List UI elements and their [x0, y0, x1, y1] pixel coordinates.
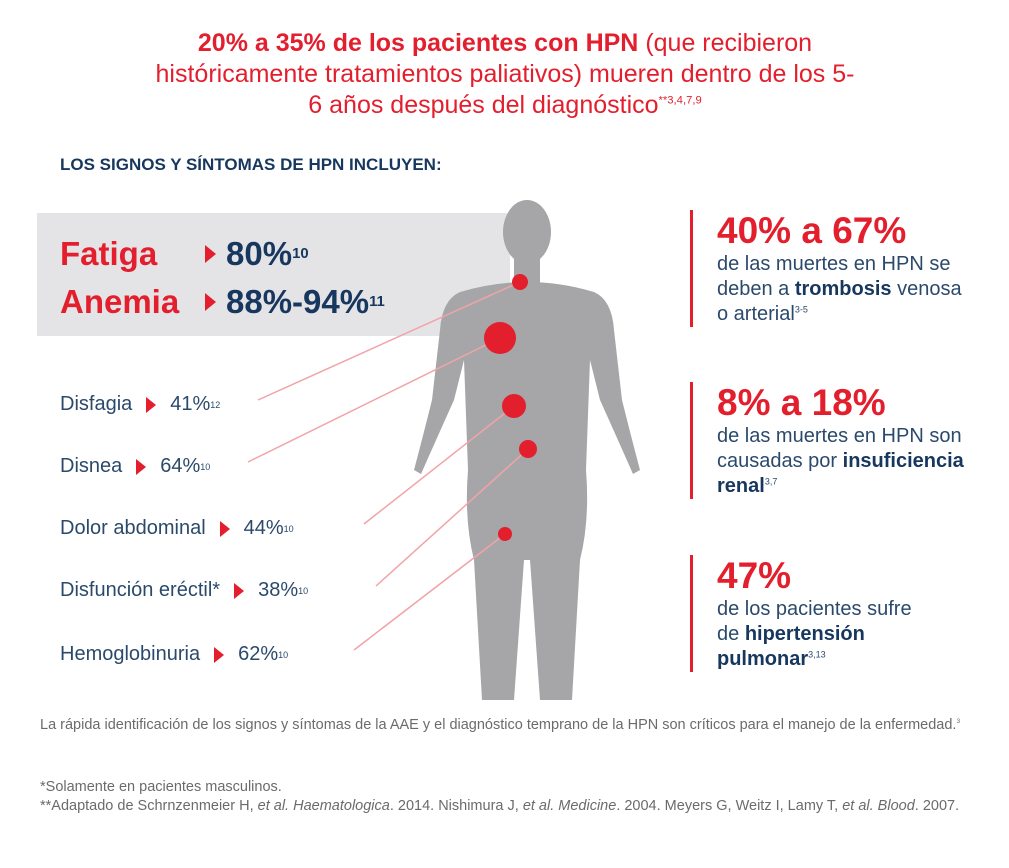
highlight-name: Anemia [60, 283, 180, 320]
footnote-text: et al. Medicine [522, 798, 617, 814]
stat-sup: 3,13 [808, 649, 826, 660]
footnote-text: et al. Blood [842, 798, 915, 814]
footnote-text: . 2004. Meyers G, Weitz I, Lamy T, [616, 798, 843, 814]
symptom: Disfagia 41% 12 [60, 393, 221, 415]
stat: 47% de los pacientes sufre de hipertensió… [690, 555, 1009, 672]
symptom: Disfunción eréctil* 38% 10 [60, 579, 309, 601]
footnote-text: et al. Haematologica [257, 798, 390, 814]
symptom-value: 38% [258, 579, 299, 601]
header-text: (que recibieron históricamente tratamien… [155, 29, 855, 119]
stat-text: de las muertes en HPN son causadas por [717, 425, 962, 472]
stat-text: de los pacientes sufre de [717, 598, 912, 645]
symptom-value: 62% [238, 643, 279, 665]
symptom-name: Hemoglobinuria [60, 643, 201, 665]
highlight-value: 80% [226, 235, 293, 272]
stat-sup: 3,7 [764, 476, 778, 487]
stat: 8% a 18% de las muertes en HPN son causad… [690, 382, 1009, 499]
footnotes: *Solamente en pacientes masculinos. **Ada… [40, 778, 980, 816]
highlight-value: 88%-94% [226, 283, 370, 320]
footnote-text: **Adaptado de Schrnzenmeier H, [40, 798, 258, 814]
symptom-value: 64% [160, 455, 201, 477]
note: La rápida identificación de los signos y… [40, 716, 980, 735]
symptom-name: Disfunción eréctil* [60, 579, 221, 601]
highlight: Fatiga 80% 10 [60, 235, 309, 272]
symptom-dots [484, 274, 537, 541]
stat-bold: hipertensión pulmonar [717, 623, 865, 670]
section-title: LOS SIGNOS Y SÍNTOMAS DE HPN INCLUYEN: [60, 155, 442, 174]
header-bold: 20% a 35% de los pacientes con HPN [197, 29, 639, 57]
highlight: Anemia 88%-94% 11 [60, 283, 385, 320]
stat-headline: 8% a 18% [717, 382, 886, 423]
silhouette [414, 200, 640, 700]
stat-headline: 40% a 67% [717, 210, 907, 251]
symptom-value: 44% [243, 517, 284, 539]
stat-text: venosa o arterial [717, 278, 962, 325]
header-sup: **3,4,7,9 [658, 94, 702, 107]
symptom: Dolor abdominal 44% 10 [60, 517, 294, 539]
footnote: **Adaptado de Schrnzenmeier H, et al. Ha… [40, 797, 980, 816]
stat-text: de las muertes en HPN se deben a [717, 253, 951, 300]
symptom-name: Disfagia [60, 393, 133, 415]
symptom-name: Disnea [60, 455, 123, 477]
note-sup: 3 [956, 718, 961, 726]
stat-bold: trombosis [794, 278, 892, 300]
stat-bold: insuficiencia renal [717, 450, 964, 497]
stat-sup: 3-5 [794, 304, 808, 315]
footnote: *Solamente en pacientes masculinos. [40, 778, 980, 797]
symptom: Hemoglobinuria 62% 10 [60, 643, 289, 665]
note-text: La rápida identificación de los signos y… [40, 717, 957, 733]
footnote-text: . 2014. Nishimura J, [389, 798, 523, 814]
symptom: Disnea 64% 10 [60, 455, 211, 477]
stat: 40% a 67% de las muertes en HPN se deben … [690, 210, 1009, 327]
stat-headline: 47% [717, 555, 792, 596]
highlight-box [37, 213, 510, 336]
symptom-name: Dolor abdominal [60, 517, 206, 539]
footnote-text: . 2007. [914, 798, 960, 814]
header: 20% a 35% de los pacientes con HPN (que … [150, 28, 860, 121]
highlight-name: Fatiga [60, 235, 158, 272]
footnote-text: *Solamente en pacientes masculinos. [40, 779, 282, 795]
connectors [247, 281, 529, 651]
symptom-value: 41% [170, 393, 211, 415]
